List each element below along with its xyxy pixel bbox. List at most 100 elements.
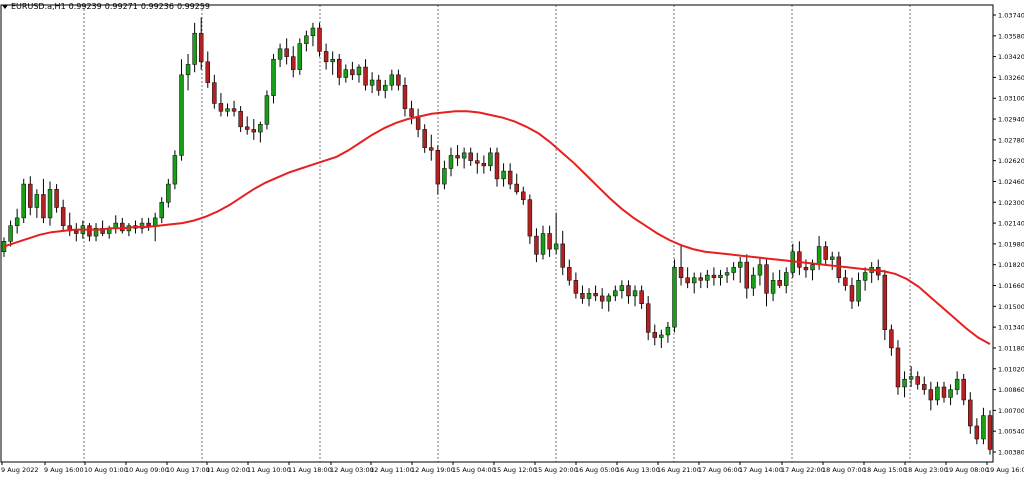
bear-candle-body xyxy=(685,277,690,284)
bear-candle-body xyxy=(41,194,46,219)
bear-candle-body xyxy=(376,79,381,91)
x-tick-label: 11 Aug 02:00 xyxy=(206,466,250,474)
y-tick-label: 1.03420 xyxy=(998,53,1024,61)
bear-candle-body xyxy=(481,163,487,167)
y-tick-label: 1.03740 xyxy=(998,12,1024,20)
x-tick-label: 10 Aug 09:00 xyxy=(125,466,169,474)
bull-candle-body xyxy=(264,95,270,125)
x-tick-label: 17 Aug 06:00 xyxy=(698,466,742,474)
axes: 1.03740 1.03580 1.03420 1.03260 1.03100 1.029… xyxy=(0,4,1024,474)
bull-candle-body xyxy=(356,66,362,76)
x-tick-label: 18 Aug 15:00 xyxy=(863,466,907,474)
bull-candle-body xyxy=(8,225,13,242)
x-tick-label: 15 Aug 12:00 xyxy=(493,466,537,474)
open-value: 0.99239 xyxy=(68,2,102,11)
bear-candle-body xyxy=(514,183,519,193)
bull-candle-body xyxy=(830,256,835,260)
bull-candle-body xyxy=(172,155,178,185)
candles xyxy=(1,17,993,455)
bear-candle-body xyxy=(744,261,750,289)
bear-candle-body xyxy=(941,386,947,398)
bull-candle-body xyxy=(192,32,197,65)
bull-candle-body xyxy=(810,264,815,271)
bull-candle-body xyxy=(442,168,447,185)
bear-candle-body xyxy=(849,285,855,302)
bear-candle-body xyxy=(803,267,809,271)
bear-candle-body xyxy=(284,48,289,57)
bear-candle-body xyxy=(527,199,533,237)
bull-candle-body xyxy=(902,378,907,388)
y-tick-label: 1.01660 xyxy=(998,282,1024,290)
bear-candle-body xyxy=(402,84,408,109)
bear-candle-body xyxy=(54,189,59,208)
y-tick-label: 1.02300 xyxy=(998,199,1024,207)
x-tick-label: 12 Aug 11:00 xyxy=(370,466,414,474)
x-tick-label: 10 Aug 17:00 xyxy=(166,466,210,474)
bull-candle-body xyxy=(179,74,184,156)
bear-candle-body xyxy=(823,246,828,260)
bull-candle-body xyxy=(152,217,158,226)
x-tick-label: 12 Aug 19:00 xyxy=(411,466,455,474)
bull-candle-body xyxy=(619,285,625,291)
bear-candle-body xyxy=(968,399,973,427)
bull-candle-body xyxy=(724,272,730,276)
x-tick-label: 11 Aug 10:00 xyxy=(247,466,291,474)
bull-candle-body xyxy=(613,290,618,297)
x-tick-label: 10 Aug 01:00 xyxy=(84,466,128,474)
bull-candle-body xyxy=(659,334,664,338)
bear-candle-body xyxy=(74,230,79,234)
y-tick-label: 1.00380 xyxy=(998,449,1024,457)
bear-candle-body xyxy=(323,51,329,63)
bull-candle-body xyxy=(784,272,789,286)
bear-candle-body xyxy=(396,74,401,86)
plot-frame xyxy=(0,4,994,463)
bull-candle-body xyxy=(139,222,145,229)
y-tick-label: 1.00700 xyxy=(998,407,1024,415)
bull-candle-body xyxy=(862,272,868,281)
bull-candle-body xyxy=(461,152,467,159)
bull-candle-body xyxy=(586,293,592,299)
bull-candle-body xyxy=(448,155,454,169)
bear-candle-body xyxy=(521,191,526,200)
bull-candle-body xyxy=(383,84,388,91)
bear-candle-body xyxy=(120,222,125,232)
bear-candle-body xyxy=(494,152,500,180)
bull-candle-body xyxy=(691,277,697,284)
bear-candle-body xyxy=(409,108,414,117)
bear-candle-body xyxy=(231,108,237,112)
bear-candle-body xyxy=(764,264,769,294)
bull-candle-body xyxy=(225,108,230,112)
y-tick-label: 1.03100 xyxy=(998,95,1024,103)
bear-candle-body xyxy=(895,347,901,388)
symbol-label: EURUSD.a,H1 xyxy=(11,2,66,11)
x-tick-label: 15 Aug 20:00 xyxy=(534,466,578,474)
moving-average xyxy=(3,110,991,345)
x-tick-label: 19 Aug 08:00 xyxy=(945,466,989,474)
x-tick-label: 16 Aug 21:00 xyxy=(657,466,701,474)
x-tick-label: 15 Aug 04:00 xyxy=(452,466,496,474)
x-tick-label: 16 Aug 13:00 xyxy=(616,466,660,474)
bear-candle-body xyxy=(652,332,657,338)
y-tick-label: 1.01980 xyxy=(998,240,1024,248)
bull-candle-body xyxy=(277,48,283,60)
bear-candle-body xyxy=(350,69,355,76)
bear-candle-body xyxy=(429,147,434,151)
bear-candle-body xyxy=(28,183,33,208)
bear-candle-body xyxy=(337,58,342,78)
bear-candle-body xyxy=(317,27,322,52)
y-tick-label: 1.01180 xyxy=(998,344,1024,352)
low-value: 0.99236 xyxy=(140,2,174,11)
y-tick-label: 1.01340 xyxy=(998,324,1024,332)
x-tick-label: 17 Aug 14:00 xyxy=(739,466,783,474)
chevron-down-icon[interactable] xyxy=(2,4,8,9)
bull-candle-body xyxy=(705,274,710,281)
bull-candle-body xyxy=(93,228,99,237)
bull-candle-body xyxy=(672,267,677,328)
bear-candle-body xyxy=(777,280,782,286)
bull-candle-body xyxy=(271,58,276,96)
bull-candle-body xyxy=(954,378,960,390)
bear-candle-body xyxy=(580,293,585,299)
bull-candle-body xyxy=(935,386,940,401)
bull-candle-body xyxy=(770,280,776,294)
bear-candle-body xyxy=(468,152,473,161)
